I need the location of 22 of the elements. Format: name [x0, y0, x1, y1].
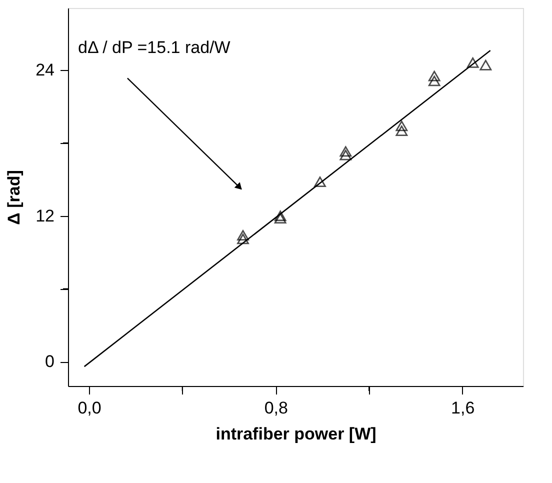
- point: [314, 176, 326, 188]
- point: [466, 57, 479, 68]
- point: [396, 126, 408, 136]
- y-tick-label: 12: [36, 206, 54, 226]
- point: [340, 146, 352, 157]
- point: [237, 234, 249, 244]
- x-axis-title: intrafiber power [W]: [216, 424, 376, 444]
- point: [274, 210, 286, 222]
- y-tick-label: 0: [45, 352, 54, 372]
- point: [237, 230, 249, 241]
- y-axis-title: Δ [rad]: [4, 170, 24, 225]
- x-tick-label: 1,6: [451, 398, 475, 418]
- point: [428, 70, 440, 82]
- point: [428, 76, 440, 86]
- x-tick-label: 0,8: [264, 398, 288, 418]
- point: [340, 150, 352, 160]
- y-tick-label: 24: [36, 60, 54, 80]
- point: [396, 120, 408, 132]
- annotation: dΔ / dP =15.1 rad/W: [78, 38, 230, 58]
- point: [480, 60, 492, 70]
- x-tick-label: 0,0: [78, 398, 102, 418]
- point: [274, 213, 286, 224]
